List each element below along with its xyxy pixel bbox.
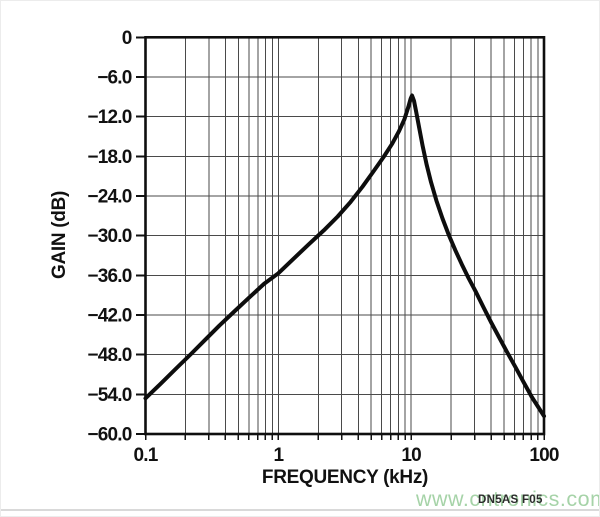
figure-label: DN5AS F05	[478, 493, 543, 506]
y-tick-label: 0	[122, 28, 132, 49]
y-tick-label: −30.0	[87, 226, 131, 247]
gain-curve	[143, 93, 546, 419]
y-tick-label: −54.0	[87, 385, 131, 406]
y-tick-label: −42.0	[87, 305, 131, 326]
watermark-text: www.cntronics.com	[416, 487, 600, 511]
y-axis-title: GAIN (dB)	[49, 190, 70, 280]
y-tick-label: −36.0	[87, 266, 131, 287]
x-tick-label: 10	[401, 445, 421, 466]
y-tick-label: −60.0	[87, 425, 131, 446]
plot-border	[144, 35, 546, 436]
x-tick-label: 1	[273, 445, 284, 466]
x-tick-label: 100	[529, 445, 559, 466]
bottom-divider	[1, 509, 599, 511]
y-tick-label: −18.0	[87, 147, 131, 168]
x-axis-title: FREQUENCY (kHz)	[261, 467, 429, 488]
y-tick-label: −6.0	[97, 67, 132, 88]
y-tick-label: −12.0	[87, 107, 131, 128]
y-tick-label: −24.0	[87, 186, 131, 207]
y-tick-label: −48.0	[87, 345, 131, 366]
x-tick-label: 0.1	[133, 445, 158, 466]
